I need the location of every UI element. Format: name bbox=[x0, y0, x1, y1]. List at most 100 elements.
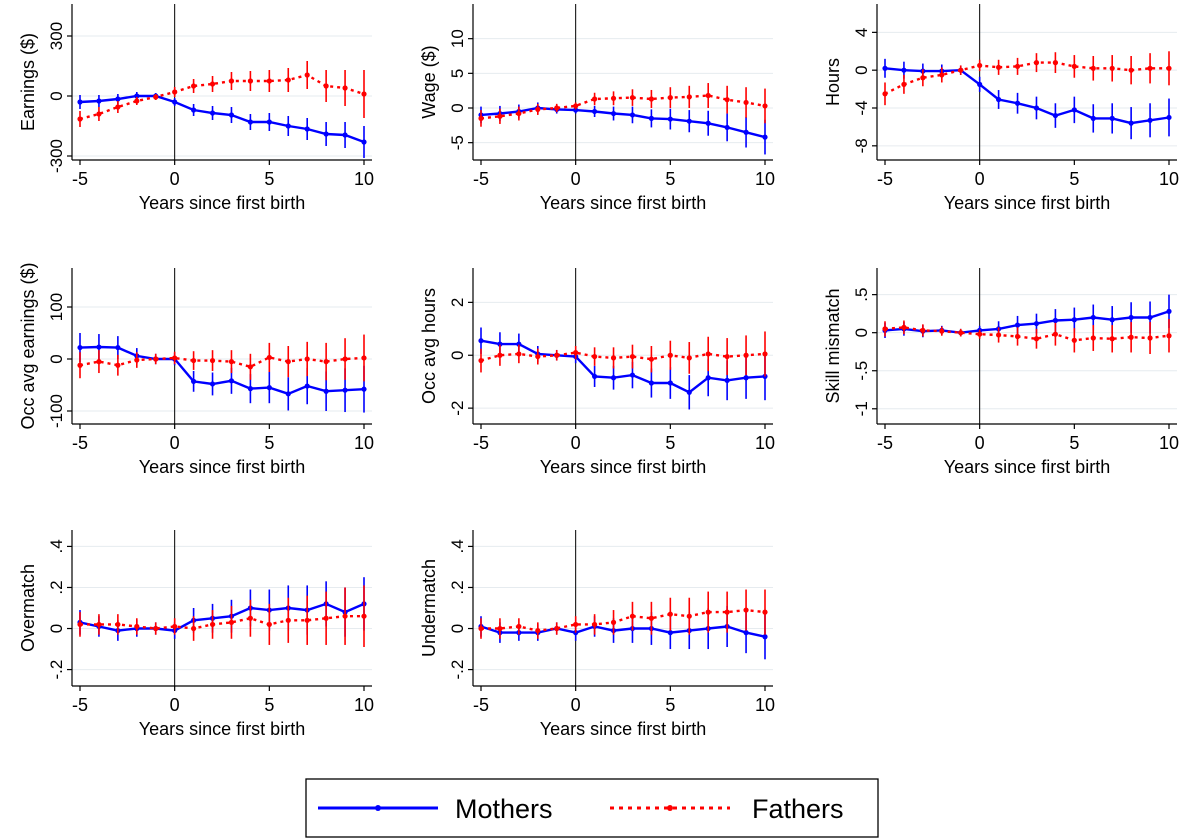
line-mothers bbox=[480, 339, 766, 394]
point-mothers bbox=[705, 375, 711, 381]
x-tick-label: 10 bbox=[1159, 433, 1179, 453]
point-fathers bbox=[610, 619, 617, 625]
y-tick-label: 0 bbox=[448, 103, 467, 112]
point-fathers bbox=[1052, 331, 1058, 337]
x-tick-label: 10 bbox=[755, 169, 775, 189]
point-mothers bbox=[977, 81, 983, 87]
point-fathers bbox=[535, 627, 541, 634]
point-mothers bbox=[266, 119, 272, 125]
point-mothers bbox=[1052, 112, 1058, 119]
point-mothers bbox=[115, 96, 121, 102]
point-mothers bbox=[762, 634, 768, 640]
legend-fathers-marker bbox=[667, 805, 673, 811]
point-mothers bbox=[228, 378, 235, 384]
point-fathers bbox=[535, 353, 541, 360]
point-fathers bbox=[342, 85, 348, 91]
point-mothers bbox=[743, 375, 749, 381]
legend-mothers-marker bbox=[375, 805, 381, 811]
point-mothers bbox=[134, 93, 140, 99]
point-fathers bbox=[554, 625, 560, 632]
y-tick-label: 5 bbox=[448, 69, 467, 78]
panel-2: -5 0 5 10 -5 0 5 10 Years since first birth Wage … bbox=[419, 4, 775, 213]
y-axis-title: Undermatch bbox=[419, 559, 439, 657]
point-fathers bbox=[191, 625, 197, 632]
point-mothers bbox=[285, 391, 291, 397]
panel-3: -8 -4 0 4 -5 0 5 10 Years since first birth Hours bbox=[823, 4, 1179, 213]
point-mothers bbox=[1128, 314, 1134, 321]
point-mothers bbox=[1128, 120, 1134, 126]
series-mothers bbox=[77, 92, 367, 158]
point-fathers bbox=[191, 357, 197, 364]
x-tick-label: 5 bbox=[264, 433, 274, 453]
x-axis-title: Years since first birth bbox=[540, 193, 706, 213]
point-mothers bbox=[1147, 314, 1153, 321]
point-fathers bbox=[247, 615, 253, 621]
point-fathers bbox=[209, 81, 216, 87]
legend-item-mothers: Mothers bbox=[318, 794, 553, 824]
point-mothers bbox=[743, 630, 749, 636]
point-mothers bbox=[705, 120, 711, 126]
point-mothers bbox=[172, 99, 178, 105]
point-fathers bbox=[610, 355, 617, 361]
point-mothers bbox=[1147, 117, 1153, 123]
point-mothers bbox=[1109, 317, 1115, 323]
point-mothers bbox=[478, 338, 484, 344]
x-axis-title: Years since first birth bbox=[139, 719, 305, 739]
point-fathers bbox=[724, 97, 730, 103]
x-tick-label: -5 bbox=[877, 169, 893, 189]
x-tick-label: 0 bbox=[975, 169, 985, 189]
point-mothers bbox=[96, 98, 102, 104]
line-fathers bbox=[80, 615, 364, 630]
x-tick-label: 5 bbox=[665, 169, 675, 189]
point-fathers bbox=[996, 64, 1002, 70]
point-fathers bbox=[705, 609, 711, 615]
y-tick-label: -.2 bbox=[448, 660, 467, 680]
point-fathers bbox=[247, 78, 253, 84]
x-axis-title: Years since first birth bbox=[540, 457, 706, 477]
point-fathers bbox=[209, 621, 216, 628]
series-fathers bbox=[882, 51, 1172, 106]
x-axis-title: Years since first birth bbox=[540, 719, 706, 739]
y-tick-label: -1 bbox=[852, 401, 871, 416]
point-fathers bbox=[304, 617, 310, 623]
point-fathers bbox=[667, 352, 673, 358]
point-fathers bbox=[920, 327, 926, 333]
point-fathers bbox=[497, 113, 503, 119]
x-tick-label: -5 bbox=[473, 433, 489, 453]
point-fathers bbox=[743, 607, 749, 613]
x-tick-label: 10 bbox=[354, 433, 374, 453]
y-tick-label: 10 bbox=[448, 29, 467, 48]
point-mothers bbox=[1071, 317, 1077, 323]
x-tick-label: 0 bbox=[571, 695, 581, 715]
point-fathers bbox=[592, 96, 598, 102]
point-fathers bbox=[209, 357, 216, 364]
point-mothers bbox=[1166, 308, 1172, 314]
point-mothers bbox=[592, 108, 598, 115]
x-tick-label: 0 bbox=[975, 433, 985, 453]
point-fathers bbox=[1033, 336, 1040, 342]
line-mothers bbox=[79, 602, 365, 632]
series-fathers bbox=[478, 589, 768, 639]
point-fathers bbox=[939, 72, 945, 78]
point-fathers bbox=[1071, 63, 1077, 69]
point-mothers bbox=[901, 67, 907, 73]
point-fathers bbox=[285, 617, 291, 623]
point-fathers bbox=[285, 77, 291, 83]
point-fathers bbox=[686, 355, 692, 361]
point-fathers bbox=[1128, 334, 1134, 340]
y-tick-label: .2 bbox=[47, 580, 66, 594]
series-fathers bbox=[77, 334, 367, 382]
point-fathers bbox=[1014, 63, 1021, 69]
line-mothers bbox=[480, 106, 766, 139]
point-mothers bbox=[96, 344, 102, 350]
x-tick-label: 5 bbox=[264, 695, 274, 715]
point-fathers bbox=[304, 72, 310, 78]
y-axis-title: Wage ($) bbox=[419, 45, 439, 118]
point-fathers bbox=[573, 621, 579, 628]
point-fathers bbox=[1109, 336, 1115, 342]
x-tick-label: 5 bbox=[665, 433, 675, 453]
point-fathers bbox=[266, 621, 272, 628]
x-axis-title: Years since first birth bbox=[139, 193, 305, 213]
point-mothers bbox=[573, 107, 579, 113]
point-mothers bbox=[361, 386, 367, 392]
